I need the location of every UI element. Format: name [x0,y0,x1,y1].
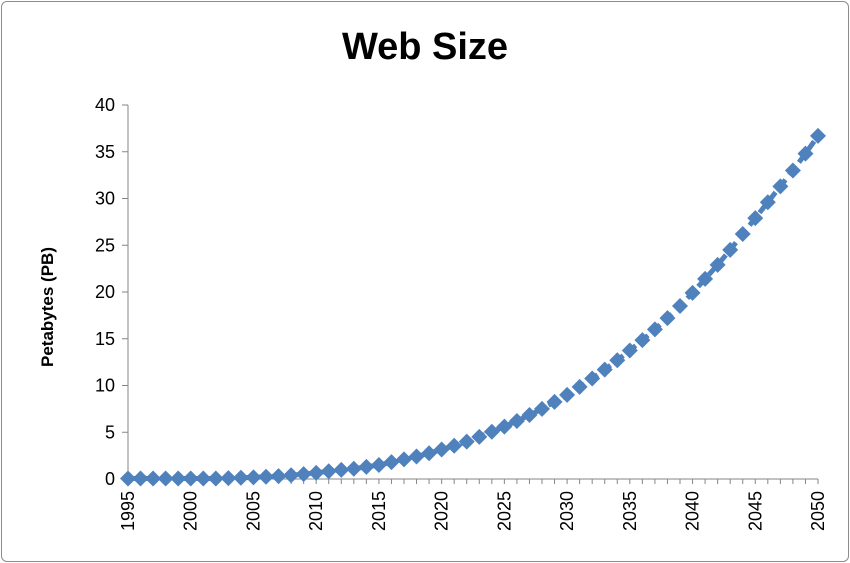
data-point [521,406,538,423]
x-tick-label: 1995 [118,491,138,531]
data-point [684,284,701,301]
x-tick-label: 2010 [306,491,326,531]
data-point [408,448,425,465]
data-point [170,470,187,487]
data-point [182,470,199,487]
data-point [810,127,826,144]
x-tick-label: 2020 [432,491,452,531]
data-point [283,467,300,484]
data-point [471,428,488,445]
data-point [571,378,588,395]
chart-title: Web Size [341,26,509,68]
data-point [734,226,751,243]
data-point [659,310,676,327]
data-point [797,145,814,162]
data-point [496,418,513,435]
data-point [596,361,613,378]
y-tick-label: 35 [95,142,115,162]
data-point [672,298,688,315]
data-point [646,321,663,338]
data-point [621,342,638,359]
data-point [157,470,174,487]
y-tick-label: 20 [95,282,115,302]
data-point [333,461,350,478]
data-point [433,441,450,458]
data-point [207,470,224,487]
y-tick-label: 0 [105,469,115,489]
data-point [722,241,739,258]
data-point [232,469,249,486]
data-point [559,386,576,403]
data-point [772,178,789,195]
x-tick-label: 2015 [369,491,389,531]
data-point [308,464,325,481]
data-point [383,454,400,471]
data-point [120,470,136,487]
x-tick-label: 2000 [181,491,201,531]
data-point [458,433,475,450]
data-point [245,469,262,486]
data-point [258,468,274,485]
data-point [446,437,463,454]
y-tick-label: 15 [95,329,115,349]
data-point [747,210,764,227]
y-tick-label: 40 [95,95,115,115]
data-point [270,468,287,485]
series-line [128,134,821,481]
data-point [697,270,714,287]
data-point [145,470,162,487]
data-point [195,470,212,487]
x-tick-label: 2050 [808,491,828,531]
data-point [220,470,237,487]
y-tick-label: 5 [105,422,115,442]
data-point [534,400,550,417]
data-point [295,466,312,483]
data-point [508,413,525,430]
data-point [634,332,651,349]
y-tick-label: 10 [95,376,115,396]
x-tick-label: 2030 [557,491,577,531]
data-point [609,352,626,369]
y-tick-label: 25 [95,235,115,255]
x-tick-label: 2035 [620,491,640,531]
data-point [483,423,500,440]
data-point [132,470,149,487]
y-tick-label: 30 [95,189,115,209]
data-point [709,256,726,273]
data-point [759,194,776,211]
data-point [370,456,387,473]
x-tick-label: 2045 [745,491,765,531]
data-point [396,451,412,468]
data-point [421,445,438,462]
data-point [546,393,563,410]
data-point [358,458,375,475]
data-point [320,463,337,480]
x-tick-label: 2025 [494,491,514,531]
data-point [584,370,601,387]
data-point [345,460,362,477]
data-point [784,162,801,179]
x-tick-label: 2040 [683,491,703,531]
x-tick-label: 2005 [243,491,263,531]
